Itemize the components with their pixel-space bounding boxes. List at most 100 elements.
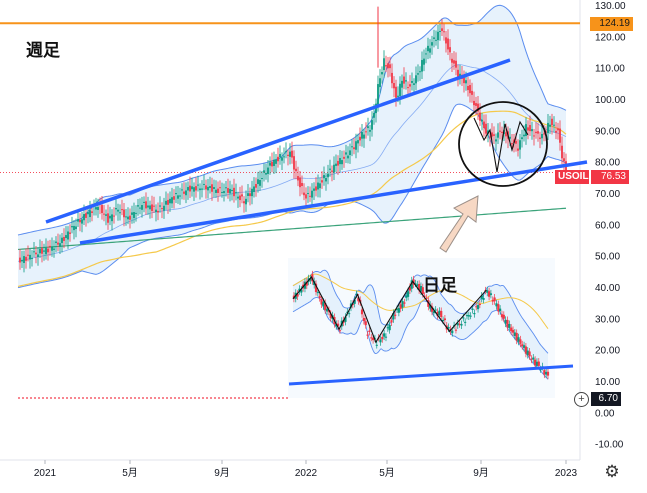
inset-candle-body xyxy=(386,327,389,329)
candle-body xyxy=(221,191,223,193)
candle-body xyxy=(19,257,21,263)
candle-body xyxy=(113,215,115,217)
candle-body xyxy=(35,252,37,255)
candle-body xyxy=(313,188,315,191)
candle-body xyxy=(101,205,103,214)
candle-body xyxy=(223,191,225,194)
inset-candle-body xyxy=(320,299,323,305)
candle-body xyxy=(359,136,361,141)
candle-body xyxy=(59,243,61,247)
candle-body xyxy=(25,256,27,261)
plus-circle-icon[interactable]: + xyxy=(574,392,589,407)
candle-body xyxy=(471,90,473,95)
candle-body xyxy=(335,163,337,166)
candle-body xyxy=(429,48,431,53)
inset-candle-body xyxy=(473,312,476,315)
pointer-arrow xyxy=(439,195,479,253)
candle-body xyxy=(349,150,351,156)
candle-body xyxy=(505,132,507,137)
candle-body xyxy=(173,196,175,200)
inset-candle-body xyxy=(443,318,446,321)
candle-body xyxy=(427,45,429,52)
candle-body xyxy=(213,187,215,189)
candle-body xyxy=(243,201,245,204)
inset-candle-body xyxy=(408,286,412,291)
candle-body xyxy=(477,103,479,112)
inset-candle-body xyxy=(530,358,533,360)
candle-body xyxy=(159,205,161,207)
inset-candle-body xyxy=(451,330,454,334)
candle-body xyxy=(161,208,163,210)
inset-candle-body xyxy=(418,283,421,291)
candle-body xyxy=(511,143,513,145)
candle-body xyxy=(425,53,427,55)
candle-body xyxy=(419,71,421,73)
candle-body xyxy=(249,193,251,197)
candle-body xyxy=(217,188,219,193)
candle-body xyxy=(535,131,537,134)
candle-body xyxy=(547,122,549,134)
candle-body xyxy=(75,226,77,230)
candle-body xyxy=(121,209,123,211)
inset-candle-body xyxy=(458,323,461,325)
inset-candle-body xyxy=(545,371,548,375)
last-price-tag: 76.53 xyxy=(591,170,629,184)
candle-body xyxy=(283,156,285,158)
candle-body xyxy=(251,188,253,197)
inset-candle-body xyxy=(508,323,511,328)
candle-body xyxy=(321,180,323,183)
candle-body xyxy=(209,186,211,188)
candle-body xyxy=(145,201,147,209)
candle-body xyxy=(499,130,501,132)
candle-body xyxy=(537,131,539,134)
candle-body xyxy=(55,241,57,243)
x-tick-label: 9月 xyxy=(473,467,489,479)
candle-body xyxy=(291,150,293,158)
candle-body xyxy=(245,198,247,205)
gear-icon[interactable]: ⚙ xyxy=(604,462,620,481)
candle-body xyxy=(269,162,271,166)
candle-body xyxy=(297,176,299,181)
candle-body xyxy=(293,156,295,170)
inset-candle-body xyxy=(381,336,384,340)
inset-candle-body xyxy=(379,339,382,343)
candle-body xyxy=(345,152,347,155)
candle-body xyxy=(267,167,269,174)
inset-candle-body xyxy=(362,317,365,321)
inset-candle-body xyxy=(357,297,360,302)
candle-body xyxy=(193,187,195,192)
candle-body xyxy=(555,130,557,133)
candle-body xyxy=(463,75,465,84)
candle-body xyxy=(105,214,107,216)
candle-body xyxy=(147,205,149,208)
candle-body xyxy=(239,195,241,201)
inset-candle-body xyxy=(403,302,406,304)
candle-body xyxy=(187,187,189,191)
candle-body xyxy=(129,215,131,220)
candle-body xyxy=(229,188,231,194)
inset-candle-body xyxy=(416,284,419,287)
candle-body xyxy=(201,188,203,190)
x-tick-label: 2022 xyxy=(295,468,318,479)
candle-body xyxy=(411,80,413,83)
candle-body xyxy=(107,213,109,223)
candle-body xyxy=(155,209,157,212)
candle-body xyxy=(23,256,25,264)
inset-candle-body xyxy=(438,310,441,316)
candle-body xyxy=(41,248,43,254)
inset-moving-average xyxy=(292,273,549,330)
candle-body xyxy=(311,190,313,198)
y-tick-label: 120.00 xyxy=(595,32,626,43)
y-tick-label: 90.00 xyxy=(595,126,620,137)
candle-body xyxy=(157,210,159,213)
candle-body xyxy=(325,177,327,182)
candle-body xyxy=(265,172,267,175)
inset-candle-body xyxy=(441,319,445,321)
inset-candle-body xyxy=(309,278,312,281)
candle-body xyxy=(323,175,325,179)
highlight-circle xyxy=(458,101,548,187)
candle-body xyxy=(431,42,433,46)
inset-candle-body xyxy=(314,283,318,293)
candle-body xyxy=(365,131,367,133)
